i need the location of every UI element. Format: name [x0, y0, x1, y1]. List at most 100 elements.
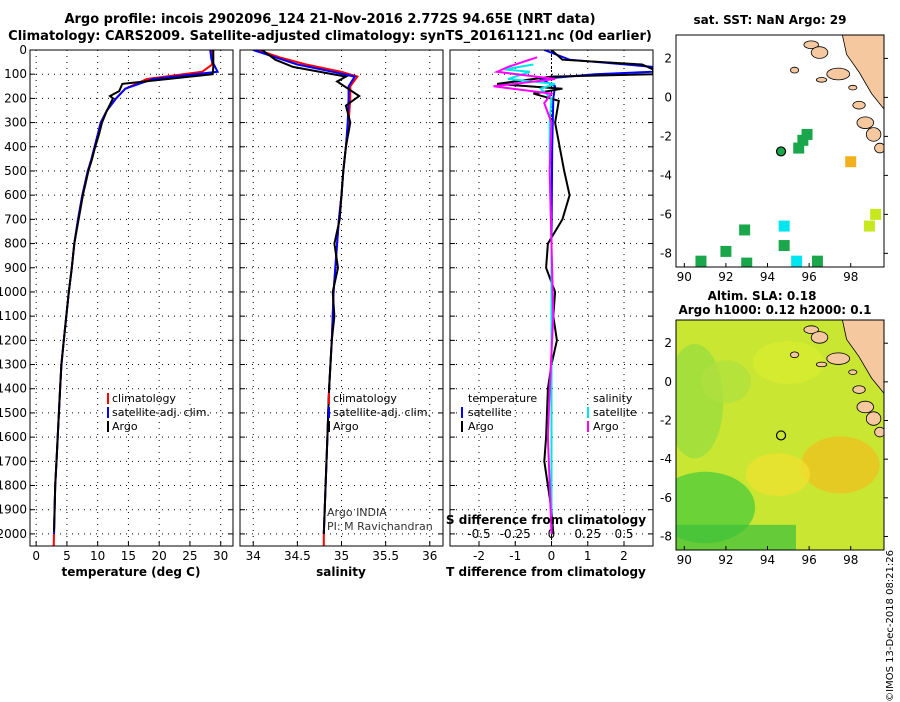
sst-cell: [778, 240, 790, 252]
legend-temp-satellite: satellite: [468, 406, 512, 419]
sla-map-panel: 90 92 94 96 98 2 0 -2 -4 -6 -8: [660, 319, 888, 567]
legend-climatology-temp: climatology: [112, 392, 176, 405]
land-island: [852, 385, 866, 394]
depth-tick-label: 1400: [0, 382, 27, 396]
legend-temp-argo: Argo: [468, 420, 494, 433]
depth-tick-label: 1000: [0, 285, 27, 299]
sla-region: [801, 436, 880, 494]
x-tick-label: 30: [213, 549, 228, 563]
land-island: [810, 331, 829, 344]
sst-cell: [741, 257, 753, 267]
series-line-argo: [53, 50, 215, 532]
legend-temperature-header: temperature: [468, 392, 537, 405]
sst-cell: [801, 128, 813, 140]
land-island: [848, 84, 858, 91]
x-tick-label: 36: [422, 549, 437, 563]
sst-cell: [797, 134, 809, 146]
series-line-climatology: [257, 50, 360, 546]
temperature-panel: 0 5 10 15 20 25 300100200300400500600700800900…: [0, 43, 234, 563]
depth-tick-label: 900: [4, 261, 27, 275]
land-island: [874, 426, 884, 438]
map-x-tick-label: 96: [801, 270, 816, 284]
map-frame: [675, 34, 885, 268]
land-island: [852, 100, 866, 110]
map-y-tick-label: -2: [660, 414, 672, 428]
x-top-tick-label: -0.25: [500, 527, 531, 541]
sst-cell: [791, 255, 803, 267]
x-tick-label: 2: [620, 549, 628, 563]
land-island: [803, 325, 819, 334]
t-difference-axis-label: T difference from climatology: [446, 565, 646, 579]
legend-argo-temp: Argo: [112, 420, 138, 433]
map-y-tick-label: -6: [660, 207, 672, 221]
s-difference-axis-label: S difference from climatology: [446, 513, 646, 527]
x-top-tick-label: 0.25: [574, 527, 601, 541]
timestamp-stamp: ©IMOS 13-Dec-2018 08:21:26: [885, 550, 896, 702]
land-island: [815, 361, 828, 368]
map-x-tick-label: 94: [760, 270, 775, 284]
x-tick-label: -1: [509, 549, 521, 563]
map-x-tick-label: 90: [677, 553, 692, 567]
series-line-argo: [261, 50, 361, 534]
map-y-tick-label: -8: [660, 246, 672, 260]
land-island: [803, 40, 819, 50]
annotation-pi: PI: M Ravichandran: [327, 520, 433, 533]
sst-cell: [778, 220, 790, 232]
x-tick-label: 0: [548, 549, 556, 563]
depth-tick-label: 1500: [0, 406, 27, 420]
depth-tick-label: 1100: [0, 309, 27, 323]
map-x-tick-label: 96: [801, 553, 816, 567]
series-line-argo: [493, 56, 556, 534]
land-island: [826, 67, 851, 81]
map-y-tick-label: 2: [664, 51, 672, 65]
x-tick-label: 34.5: [284, 549, 311, 563]
map-y-tick-label: -4: [660, 452, 672, 466]
salinity-panel: 34 34.5 35 35.5 36: [239, 49, 444, 563]
land-island: [810, 46, 829, 59]
sla-region: [676, 344, 724, 459]
series-line-climatology: [52, 50, 214, 546]
sla-region: [745, 453, 811, 497]
profile-charts: 0 5 10 15 20 25 300100200300400500600700800900…: [0, 13, 888, 579]
panel-frame: [29, 49, 234, 547]
x-tick-label: 25: [182, 549, 197, 563]
sst-cell: [863, 220, 875, 232]
depth-tick-label: 1300: [0, 358, 27, 372]
depth-tick-label: 100: [4, 67, 27, 81]
depth-tick-label: 300: [4, 116, 27, 130]
series-line-satellite-adj-clim-: [252, 50, 357, 534]
legend-salinity-header: salinity: [593, 392, 633, 405]
map-frame: [675, 319, 885, 551]
sst-cell: [870, 208, 882, 220]
x-tick-label: 0: [32, 549, 40, 563]
legend-satellite-sal: satellite-adj. clim.: [333, 406, 431, 419]
argo-position-marker: [775, 430, 787, 441]
map-y-tick-label: -2: [660, 129, 672, 143]
legend-sal-satellite: satellite: [593, 406, 637, 419]
land-island: [874, 142, 884, 154]
series-group: [52, 50, 220, 546]
depth-tick-label: 1700: [0, 454, 27, 468]
land-island: [865, 411, 882, 426]
sst-map-title: sat. SST: NaN Argo: 29: [693, 13, 846, 27]
panel-frame: [239, 49, 444, 547]
depth-tick-label: 1600: [0, 430, 27, 444]
figure-title-line1: Argo profile: incois 2902096_124 21-Nov-…: [64, 12, 596, 27]
map-x-tick-label: 92: [718, 553, 733, 567]
map-content: [676, 35, 884, 267]
map-x-tick-label: 90: [677, 270, 692, 284]
land-island: [790, 66, 800, 74]
map-y-tick-label: -8: [660, 529, 672, 543]
x-tick-label: -2: [473, 549, 485, 563]
depth-tick-label: 1900: [0, 503, 27, 517]
x-tick-label: 35: [334, 549, 349, 563]
map-x-tick-label: 92: [718, 270, 733, 284]
x-tick-label: 15: [121, 549, 136, 563]
series-group: [252, 50, 361, 546]
sst-cell: [720, 245, 732, 257]
map-y-tick-label: 2: [664, 336, 672, 350]
map-content: [676, 320, 884, 550]
x-top-tick-label: -0.5: [467, 527, 490, 541]
land-island: [856, 116, 875, 129]
